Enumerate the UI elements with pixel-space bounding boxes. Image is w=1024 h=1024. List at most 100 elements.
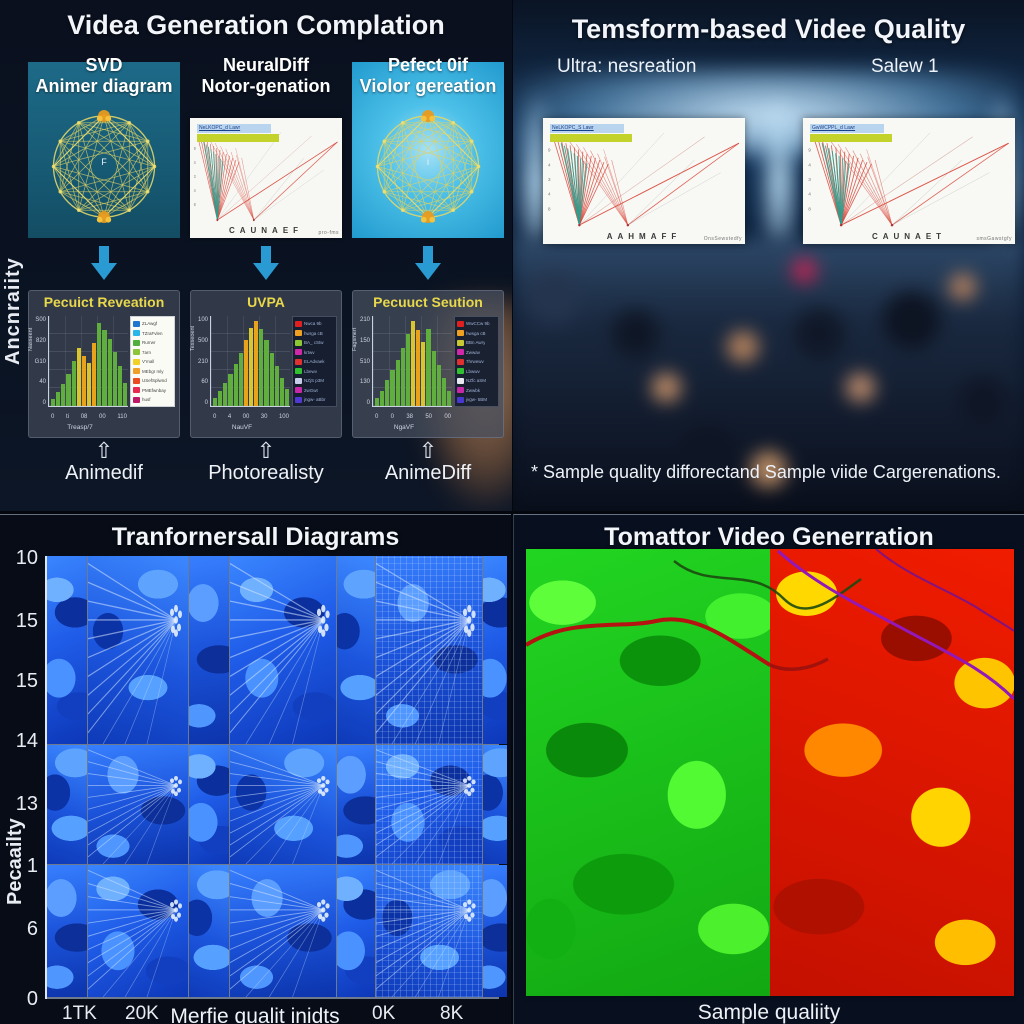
chart-title: UVPA [247,294,285,310]
fan-diagram-panel: 9 4 3 4 8 NeLKOPC_d Lawr CAUNAEF pro-fms [190,118,342,238]
chart-title: Pecuuct Seution [373,294,483,310]
method-column-svd: SVD Animer diagram F Pecuict Reveation N… [28,0,180,511]
grid-cell [47,556,87,744]
tick-label: G10 [34,358,46,365]
bar [81,355,86,406]
bl-y-tick: 1 [26,855,38,877]
quadrant-tomattor-video-generation: Tomattor Video Generration Sample qualii… [513,514,1024,1024]
chart-plot: 210 150 510 130 0 WwCCw 9b hwsga cB BBn Awry Zw… [357,316,499,407]
tick-label: 100 [197,317,208,323]
down-arrow-icon [91,246,117,280]
panel-caption: CAUNAEF [228,226,304,235]
svg-text:9: 9 [194,145,197,151]
panel-caption: AAHMAFF [606,232,682,241]
bl-y-axis-label: Pecaailty [4,818,26,905]
grid-cell [88,865,188,997]
panel-legend-strip2 [550,134,632,142]
tl-title: Videa Generation Complation [67,10,445,40]
grid-cell [376,865,482,997]
legend-swatch [295,330,302,336]
legend-item: NZfc aSM [457,376,497,385]
legend-label: Lbewv [304,368,318,374]
mandala-diagram [358,100,498,233]
bl-x-tick: 8K [440,1003,464,1024]
bar [436,364,441,406]
method-column-pefect: Pefect 0if Violor gereation i Pecuuct Se… [352,0,504,511]
bar [122,382,128,406]
tick-label: 820 [35,337,46,344]
svg-text:9: 9 [808,148,811,154]
bar [248,327,254,406]
up-arrow-icon: ⇧ [256,438,276,463]
chart-xticks: 0 ti 08 00 110 [51,414,127,420]
bar [390,370,395,406]
legend-swatch [133,368,140,374]
legend-item: Zwwbk [457,386,497,395]
down-arrow-icon [253,246,279,280]
bl-y-tick: 15 [15,610,38,632]
column-header-line1: Pefect 0if [387,55,469,75]
bar [76,348,81,406]
svg-text:9: 9 [548,148,551,153]
column-header-line1: SVD [85,55,123,75]
legend-label: NZjS p3M [304,378,325,383]
legend-label: MEbgr mly [142,368,164,374]
grid-cell [47,865,87,997]
bar [284,389,290,406]
legend-item: hwrga cB [295,329,335,338]
legend-label: V'rnall [142,359,155,364]
legend-item: TZraFvlen [133,329,173,338]
tl-side-axis-label: Ancnraiity [2,257,24,365]
legend-label: BA_ cStw [304,340,324,345]
down-arrow-icon [415,246,441,280]
bl-x-tick: 1TK [62,1003,97,1024]
legend-label: USefSplwnd [142,378,167,383]
grid-cell [230,745,336,864]
grid-cell [376,556,482,744]
bar [243,340,248,406]
bar [259,328,264,406]
legend-item: PMEfwnbay [133,386,173,395]
tick-label: ti [66,414,70,420]
bar [269,353,274,406]
legend-item: USefSplwnd [133,376,173,385]
bl-y-tick: 14 [15,730,38,752]
legend-item: NZjS p3M [295,376,335,385]
bl-x-tick: 20K [125,1003,159,1024]
svg-text:8: 8 [548,206,551,211]
bar [264,340,269,406]
panel-corner-text: OnsSewstedfy [703,236,742,242]
legend-item: ZLAwgf [133,319,173,328]
histogram-panel: UVPA Tesseoent 100 500 210 60 0 Nwca 9b hwrga… [190,290,342,438]
legend-swatch [133,396,140,403]
tr-panel-header: Ultra: nesreation [557,56,697,77]
bar [61,384,66,406]
tick-label: 130 [359,379,370,386]
tick-label: 30 [260,414,268,420]
tick-label: 0 [51,414,55,420]
legend-swatch [133,349,140,355]
bl-y-tick: 6 [26,918,38,940]
tick-label: 60 [201,379,208,386]
legend-swatch [295,358,302,365]
bar [410,321,416,406]
panel-corner-text: smsGawstgfy [976,236,1012,242]
legend-item: Lbewv [295,367,335,376]
grid-cell [337,745,375,864]
panel-legend-strip2 [197,134,279,142]
svg-text:4: 4 [548,162,551,167]
tick-label: 0 [366,400,370,406]
legend-label: Zwwav [466,349,481,355]
up-arrow-icon: ⇧ [418,438,438,463]
grid-cell [189,745,229,864]
tick-label: 0 [375,414,379,420]
tr-panel-header: Salew 1 [871,56,939,77]
svg-text:3: 3 [808,177,811,183]
quadrant-video-generation-compilation: Videa Generation Complation Ancnraiity S… [0,0,512,511]
chart-bars [375,316,452,406]
bar [117,366,122,406]
legend-label: husf [142,397,151,402]
chart-xticks: 0 4 00 30 100 [213,414,289,420]
legend-item: 7hrwewv [457,357,497,366]
legend-swatch [295,339,302,346]
